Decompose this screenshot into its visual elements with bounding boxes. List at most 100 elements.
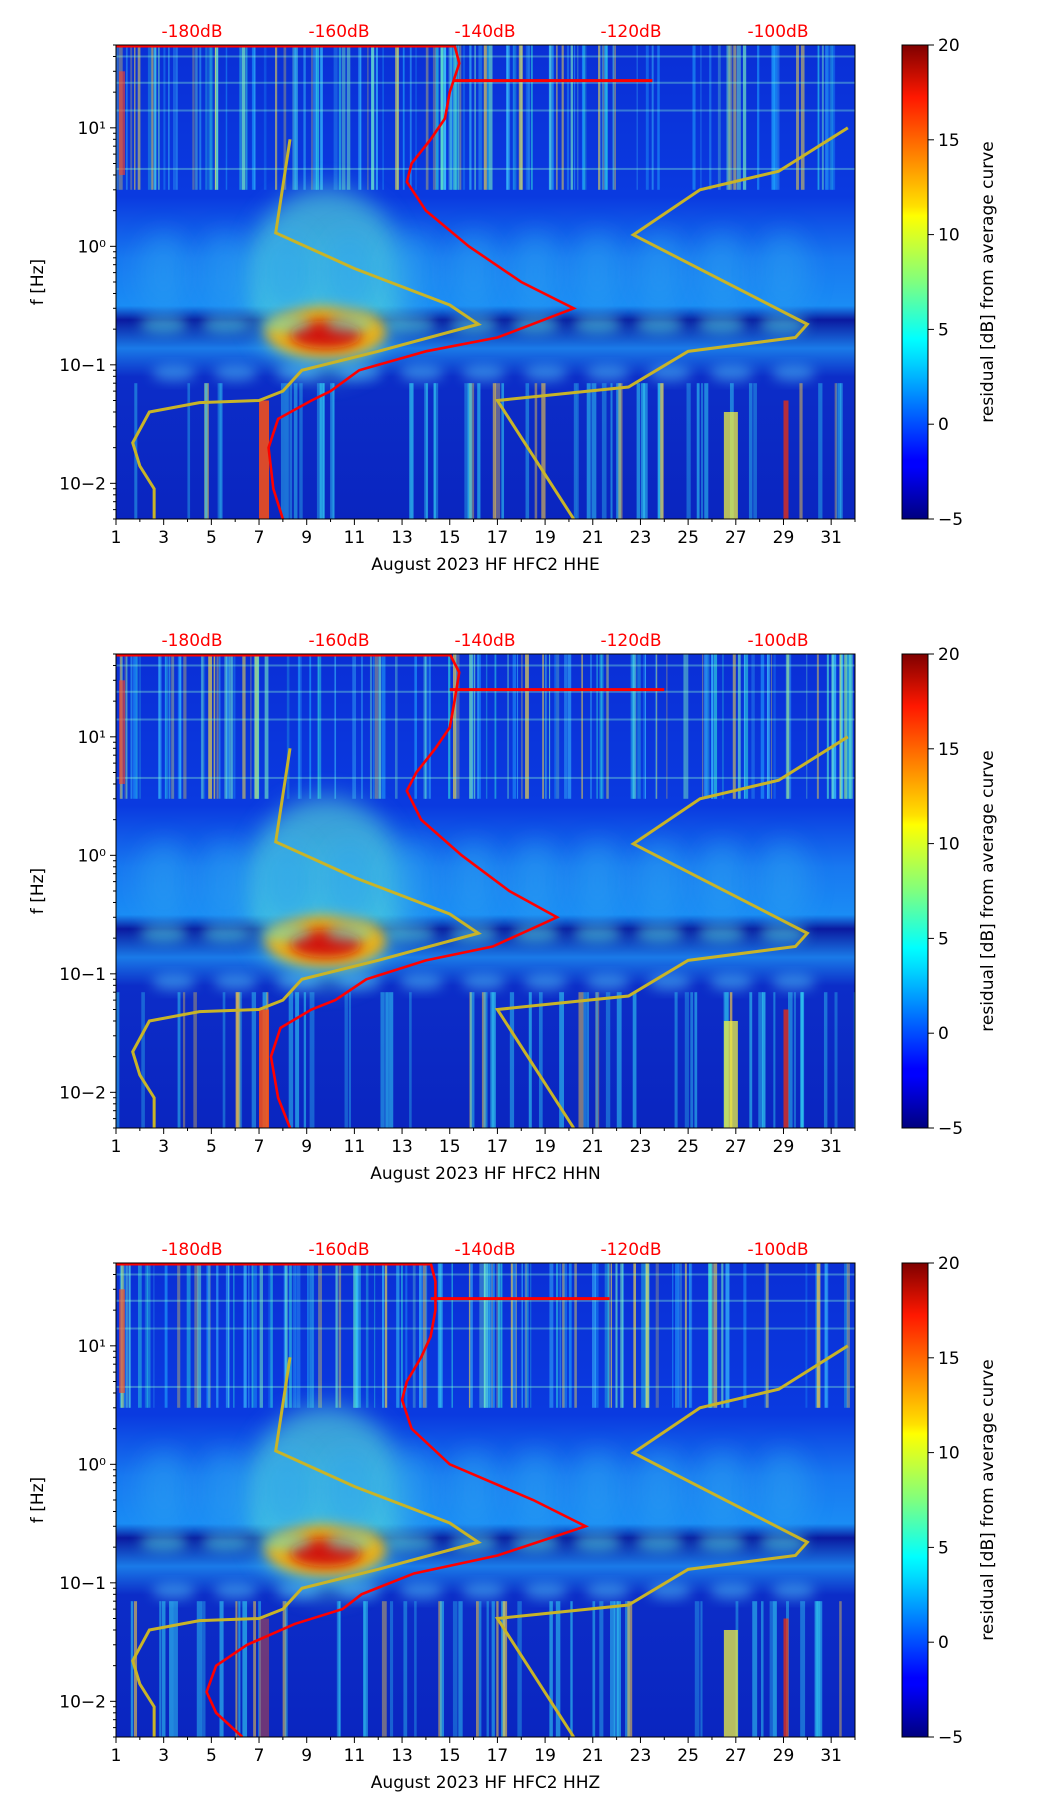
colorbar-tick-label: 5 (938, 320, 949, 340)
y-tick-label: 10¹ (78, 119, 106, 139)
x-tick-label: 25 (677, 1746, 699, 1766)
high-noise-model-line (494, 735, 849, 1128)
low-noise-model-line (131, 1357, 482, 1737)
x-tick-label: 19 (534, 528, 556, 548)
x-tick-label: 19 (534, 1137, 556, 1157)
y-axis: 10−2 10−1 10⁰ 10¹ f [Hz] (28, 44, 116, 520)
high-noise-model-line (494, 1344, 849, 1737)
x-tick-label: 11 (344, 1137, 366, 1157)
x-tick-label: 23 (630, 528, 652, 548)
colorbar-label: residual [dB] from average curve (978, 141, 998, 422)
colorbar-tick-label: 20 (938, 645, 960, 665)
top-db-tick-label: -100dB (747, 22, 808, 42)
colorbar-label: residual [dB] from average curve (978, 1359, 998, 1640)
x-tick-label: 31 (820, 1746, 842, 1766)
x-tick-label: 5 (206, 528, 217, 548)
x-tick-label: 23 (630, 1137, 652, 1157)
top-db-tick-label: -180dB (161, 22, 222, 42)
x-tick-label: 7 (254, 1137, 265, 1157)
x-axis-label: August 2023 HF HFC2 HHZ (371, 1773, 600, 1793)
x-tick-label: 3 (158, 528, 169, 548)
x-tick-label: 13 (391, 1137, 413, 1157)
x-tick-label: 25 (677, 1137, 699, 1157)
top-db-tick-label: -100dB (747, 1240, 808, 1260)
x-tick-label: 1 (111, 1137, 122, 1157)
x-tick-label: 1 (111, 1746, 122, 1766)
top-db-tick-label: -140dB (454, 22, 515, 42)
y-axis-label: f [Hz] (28, 259, 48, 305)
x-tick-label: 27 (725, 1746, 747, 1766)
top-db-tick-label: -180dB (161, 1240, 222, 1260)
colorbar-tick-label: 15 (938, 740, 960, 760)
top-db-tick-label: -100dB (747, 631, 808, 651)
colorbar-1: 20 15 10 5 0 −5 residual [dB] from average cur… (901, 36, 998, 530)
colorbar-tick-label: 20 (938, 36, 960, 56)
x-tick-label: 15 (439, 1137, 461, 1157)
colorbar-2: 20 15 10 5 0 −5 residual [dB] from average cur… (901, 645, 998, 1139)
x-tick-label: 19 (534, 1746, 556, 1766)
top-db-axis: -180dB -160dB -140dB -120dB -100dB (161, 1240, 808, 1260)
x-axis-label: August 2023 HF HFC2 HHN (370, 1164, 600, 1184)
y-tick-label: 10−1 (59, 965, 106, 985)
colorbar-tick-label: −5 (938, 510, 963, 530)
x-tick-label: 11 (344, 1746, 366, 1766)
top-db-tick-label: -140dB (454, 1240, 515, 1260)
top-db-tick-label: -160dB (308, 1240, 369, 1260)
y-tick-label: 10−1 (59, 1574, 106, 1594)
y-tick-label: 10−2 (59, 1083, 106, 1103)
low-noise-model-line (131, 139, 482, 519)
x-tick-label: 21 (582, 528, 604, 548)
x-tick-label: 21 (582, 1746, 604, 1766)
median-psd-line (267, 45, 577, 519)
y-tick-label: 10¹ (78, 1337, 106, 1357)
colorbar-gradient (901, 653, 929, 1129)
y-tick-label: 10⁰ (78, 846, 107, 866)
x-tick-label: 13 (391, 528, 413, 548)
colorbar-gradient (901, 44, 929, 520)
top-db-tick-label: -120dB (600, 22, 661, 42)
x-tick-label: 29 (773, 1746, 795, 1766)
x-axis-label: August 2023 HF HFC2 HHE (371, 555, 600, 575)
top-db-tick-label: -160dB (308, 22, 369, 42)
colorbar-tick-label: 5 (938, 929, 949, 949)
x-tick-label: 9 (301, 1746, 312, 1766)
y-axis-label: f [Hz] (28, 868, 48, 914)
y-tick-label: 10⁰ (78, 1455, 107, 1475)
top-db-axis: -180dB -160dB -140dB -120dB -100dB (161, 631, 808, 651)
y-axis: 10−2 10−1 10⁰ 10¹ f [Hz] (28, 1262, 116, 1738)
colorbar-tick-label: 15 (938, 1349, 960, 1369)
colorbar-tick-label: 10 (938, 1444, 960, 1464)
colorbar-tick-label: 0 (938, 1024, 949, 1044)
x-tick-label: 5 (206, 1746, 217, 1766)
top-db-axis: -180dB -160dB -140dB -120dB -100dB (161, 22, 808, 42)
colorbar-gradient (901, 1262, 929, 1738)
heatmap-image (116, 654, 855, 1128)
x-tick-label: 15 (439, 1746, 461, 1766)
top-db-tick-label: -120dB (600, 1240, 661, 1260)
y-tick-label: 10−2 (59, 474, 106, 494)
y-tick-label: 10−2 (59, 1692, 106, 1712)
x-tick-label: 17 (487, 1137, 509, 1157)
x-tick-label: 7 (254, 528, 265, 548)
top-db-tick-label: -160dB (308, 631, 369, 651)
x-tick-label: 31 (820, 528, 842, 548)
x-tick-label: 1 (111, 528, 122, 548)
x-tick-label: 29 (773, 528, 795, 548)
median-psd-line (269, 654, 560, 1128)
colorbar-tick-label: 0 (938, 1633, 949, 1653)
colorbar-tick-label: 0 (938, 415, 949, 435)
x-tick-label: 3 (158, 1137, 169, 1157)
x-tick-label: 13 (391, 1746, 413, 1766)
x-tick-label: 5 (206, 1137, 217, 1157)
top-db-tick-label: -180dB (161, 631, 222, 651)
heatmap-image (116, 45, 855, 519)
top-db-tick-label: -120dB (600, 631, 661, 651)
x-tick-label: 21 (582, 1137, 604, 1157)
x-tick-label: 23 (630, 1746, 652, 1766)
x-tick-label: 17 (487, 1746, 509, 1766)
y-axis: 10−2 10−1 10⁰ 10¹ f [Hz] (28, 653, 116, 1129)
